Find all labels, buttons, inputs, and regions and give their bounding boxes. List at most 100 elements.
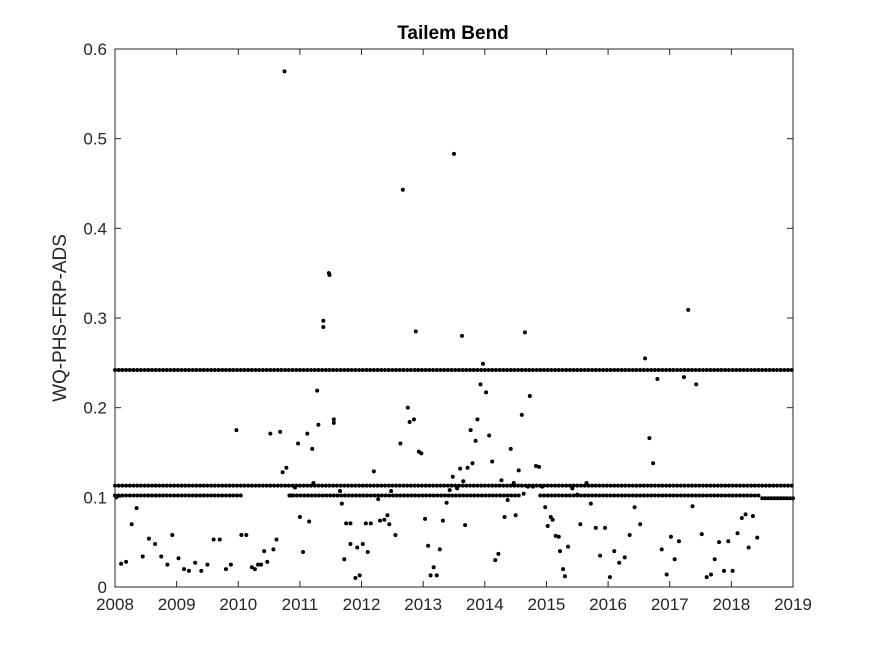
reference-point xyxy=(257,483,262,488)
data-point xyxy=(704,575,709,580)
reference-point xyxy=(364,483,369,488)
data-point xyxy=(423,516,428,521)
x-tick-label: 2015 xyxy=(528,595,566,614)
reference-point xyxy=(686,368,691,373)
reference-point xyxy=(456,368,461,373)
data-point xyxy=(300,550,305,555)
reference-point xyxy=(405,368,410,373)
reference-point xyxy=(127,493,132,498)
reference-point xyxy=(494,493,499,498)
reference-point xyxy=(313,493,318,498)
reference-point xyxy=(534,368,539,373)
reference-point xyxy=(464,483,469,488)
reference-point xyxy=(460,368,465,373)
reference-point xyxy=(782,368,787,373)
reference-point xyxy=(220,493,225,498)
reference-point xyxy=(161,483,166,488)
x-tick-label: 2010 xyxy=(219,595,257,614)
reference-point xyxy=(656,493,661,498)
reference-point xyxy=(645,493,650,498)
reference-point xyxy=(379,368,384,373)
reference-point xyxy=(752,483,757,488)
reference-point xyxy=(238,483,243,488)
reference-point xyxy=(766,496,771,501)
reference-point xyxy=(349,483,354,488)
reference-point xyxy=(442,493,447,498)
reference-point xyxy=(516,493,521,498)
reference-point xyxy=(734,493,739,498)
data-point xyxy=(371,469,376,474)
reference-point xyxy=(212,368,217,373)
reference-point xyxy=(335,493,340,498)
reference-point xyxy=(253,368,258,373)
reference-point xyxy=(390,493,395,498)
data-point xyxy=(730,568,735,573)
data-point xyxy=(321,318,326,323)
x-tick-label: 2011 xyxy=(282,595,319,614)
x-tick-label: 2018 xyxy=(712,595,750,614)
reference-point xyxy=(593,483,598,488)
reference-point xyxy=(734,483,739,488)
reference-point xyxy=(131,493,136,498)
reference-point xyxy=(190,368,195,373)
reference-point xyxy=(697,493,702,498)
reference-point xyxy=(431,368,436,373)
data-point xyxy=(419,451,424,456)
reference-point xyxy=(560,368,565,373)
reference-point xyxy=(656,368,661,373)
reference-point xyxy=(120,493,125,498)
reference-point xyxy=(627,493,632,498)
y-axis-label: WQ-PHS-FRP-ADS xyxy=(50,234,71,402)
data-point xyxy=(484,390,489,395)
data-point xyxy=(316,422,321,427)
reference-point xyxy=(327,368,332,373)
reference-point xyxy=(604,493,609,498)
data-point xyxy=(493,558,498,563)
reference-point xyxy=(689,368,694,373)
reference-point xyxy=(408,483,413,488)
reference-point xyxy=(601,483,606,488)
reference-point xyxy=(345,483,350,488)
reference-point xyxy=(516,483,521,488)
reference-point xyxy=(564,483,569,488)
reference-point xyxy=(712,483,717,488)
reference-point xyxy=(519,483,524,488)
reference-point xyxy=(468,493,473,498)
data-point xyxy=(617,560,622,565)
data-point xyxy=(393,532,398,537)
reference-point xyxy=(556,493,561,498)
reference-point xyxy=(268,483,273,488)
reference-point xyxy=(527,368,532,373)
data-point xyxy=(342,557,347,562)
reference-point xyxy=(763,368,768,373)
reference-point xyxy=(135,483,140,488)
reference-point xyxy=(549,368,554,373)
reference-point xyxy=(397,368,402,373)
reference-point xyxy=(164,483,169,488)
reference-point xyxy=(582,368,587,373)
reference-point xyxy=(324,493,329,498)
data-point xyxy=(426,543,431,548)
data-point xyxy=(327,272,332,277)
reference-point xyxy=(320,483,325,488)
reference-point xyxy=(301,368,306,373)
reference-point xyxy=(493,483,498,488)
reference-point xyxy=(501,483,506,488)
reference-point xyxy=(575,368,580,373)
reference-point xyxy=(678,368,683,373)
reference-point xyxy=(249,368,254,373)
reference-point xyxy=(312,368,317,373)
reference-point xyxy=(434,483,439,488)
reference-point xyxy=(216,368,221,373)
reference-point xyxy=(571,493,576,498)
reference-point xyxy=(726,493,731,498)
reference-point xyxy=(286,483,291,488)
reference-point xyxy=(730,368,735,373)
reference-point xyxy=(512,368,517,373)
reference-point xyxy=(138,483,143,488)
reference-point xyxy=(179,368,184,373)
reference-point xyxy=(231,493,236,498)
reference-point xyxy=(775,496,780,501)
reference-point xyxy=(238,368,243,373)
reference-point xyxy=(161,368,166,373)
